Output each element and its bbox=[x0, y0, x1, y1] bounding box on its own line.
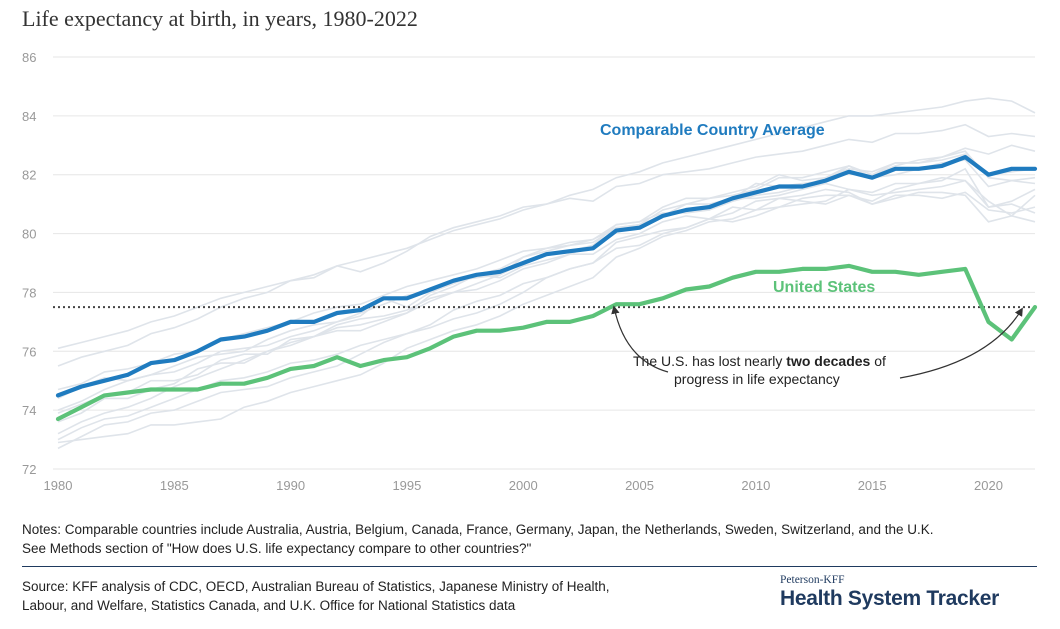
other-country-line-11 bbox=[57, 191, 1036, 414]
other-countries-lines bbox=[57, 97, 1036, 450]
x-tick-label-2010: 2010 bbox=[741, 478, 770, 493]
annotation-arrow-right bbox=[899, 307, 1023, 379]
logo-peterson-kff: Peterson-KFF bbox=[780, 574, 845, 586]
annotation-text-before: The U.S. has lost nearly bbox=[633, 353, 786, 369]
united-states-label: United States bbox=[773, 279, 875, 296]
x-tick-label-1990: 1990 bbox=[276, 478, 305, 493]
y-tick-label-72: 72 bbox=[22, 462, 36, 477]
notes-line-1: Notes: Comparable countries include Aust… bbox=[22, 522, 934, 537]
line-chart: 72 74 76 78 80 82 84 86 1980 1985 1990 1995 2000 200… bbox=[22, 50, 1038, 493]
chart-source: Source: KFF analysis of CDC, OECD, Austr… bbox=[22, 577, 722, 615]
y-tick-label-74: 74 bbox=[22, 403, 36, 418]
y-tick-label-86: 86 bbox=[22, 50, 36, 65]
y-tick-label-78: 78 bbox=[22, 285, 36, 300]
health-system-tracker-logo[interactable]: Peterson-KFF Health System Tracker bbox=[780, 574, 1042, 611]
other-country-line-2 bbox=[57, 123, 1036, 367]
x-tick-label-1995: 1995 bbox=[392, 478, 421, 493]
y-tick-label-82: 82 bbox=[22, 168, 36, 183]
y-tick-label-76: 76 bbox=[22, 344, 36, 359]
x-axis-ticks: 1980 1985 1990 1995 2000 2005 2010 2015 2020 bbox=[44, 478, 1003, 493]
source-line-2: Labour, and Welfare, Statistics Canada, … bbox=[22, 598, 516, 613]
x-tick-label-2015: 2015 bbox=[858, 478, 887, 493]
logo-health-system-tracker: Health System Tracker bbox=[780, 587, 999, 610]
x-tick-label-1985: 1985 bbox=[160, 478, 189, 493]
other-country-line-8 bbox=[57, 176, 1036, 441]
notes-line-2: See Methods section of "How does U.S. li… bbox=[22, 541, 532, 556]
x-tick-label-2000: 2000 bbox=[509, 478, 538, 493]
annotation-arrow-left bbox=[611, 305, 669, 373]
other-country-line-6 bbox=[57, 159, 1036, 435]
y-tick-label-84: 84 bbox=[22, 109, 36, 124]
x-tick-label-2005: 2005 bbox=[625, 478, 654, 493]
x-tick-label-1980: 1980 bbox=[44, 478, 73, 493]
annotation-text-after: of bbox=[870, 353, 886, 369]
other-country-line-10 bbox=[57, 179, 1036, 450]
y-tick-label-80: 80 bbox=[22, 227, 36, 242]
chart-title: Life expectancy at birth, in years, 1980… bbox=[22, 6, 418, 31]
x-tick-label-2020: 2020 bbox=[974, 478, 1003, 493]
chart-notes: Notes: Comparable countries include Aust… bbox=[22, 520, 1042, 558]
comparable-country-average-label: Comparable Country Average bbox=[600, 122, 825, 139]
series-lines bbox=[55, 155, 1038, 422]
y-axis-ticks: 72 74 76 78 80 82 84 86 bbox=[22, 50, 36, 477]
other-country-line-4 bbox=[57, 150, 1036, 400]
footer-divider bbox=[22, 566, 1037, 567]
other-country-line-5 bbox=[57, 144, 1036, 411]
source-line-1: Source: KFF analysis of CDC, OECD, Austr… bbox=[22, 579, 610, 594]
other-country-line-7 bbox=[57, 167, 1036, 423]
united-states-line bbox=[55, 263, 1038, 422]
comparable-country-average-line bbox=[55, 155, 1038, 398]
annotation-text-bold: two decades bbox=[786, 353, 870, 369]
annotation-line-1: The U.S. has lost nearly two decades of bbox=[633, 353, 886, 369]
annotation-line-2: progress in life expectancy bbox=[674, 371, 840, 387]
